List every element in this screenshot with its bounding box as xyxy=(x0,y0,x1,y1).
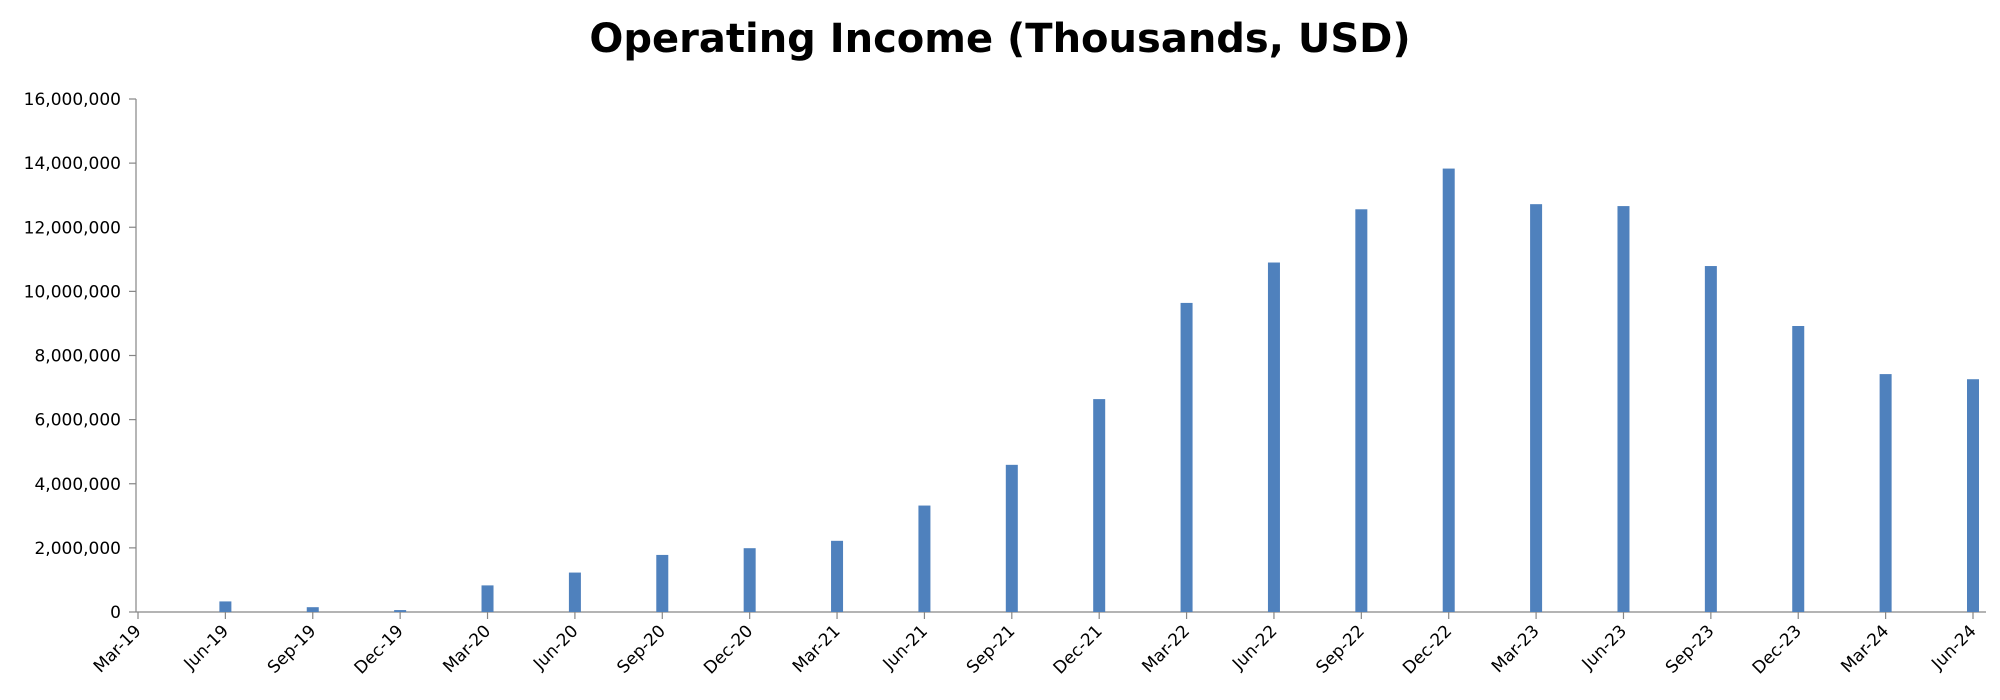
bar xyxy=(1267,262,1280,612)
chart-title: Operating Income (Thousands, USD) xyxy=(589,16,1410,62)
x-tick-label: Sep-23 xyxy=(1662,621,1718,677)
x-tick-label: Sep-22 xyxy=(1312,621,1368,677)
bar xyxy=(1180,302,1193,612)
bar xyxy=(743,548,756,612)
y-tick-label: 2,000,000 xyxy=(34,539,121,559)
bar xyxy=(1967,379,1979,612)
y-axis: 0 2,000,000 4,000,000 6,000,000 8,000,000 10,… xyxy=(24,90,137,623)
bar-series xyxy=(219,168,1979,613)
x-tick-label: Sep-20 xyxy=(613,621,669,677)
x-tick-label: Dec-20 xyxy=(700,621,757,678)
bar xyxy=(394,610,407,612)
x-tick-label: Sep-21 xyxy=(963,621,1019,677)
x-tick-label: Dec-19 xyxy=(351,621,408,678)
x-tick-label: Dec-22 xyxy=(1399,621,1456,678)
y-tick-label: 16,000,000 xyxy=(24,90,121,110)
bar xyxy=(306,607,319,612)
x-tick-label: Jun-21 xyxy=(879,621,932,674)
bar xyxy=(1704,266,1717,612)
x-tick-label: Mar-21 xyxy=(789,621,845,677)
bar xyxy=(568,572,581,612)
x-tick-label: Mar-19 xyxy=(90,621,146,677)
bar xyxy=(1355,209,1368,613)
bar xyxy=(656,554,669,612)
y-tick-label: 12,000,000 xyxy=(24,218,121,238)
y-tick-label: 6,000,000 xyxy=(34,411,121,431)
bar xyxy=(831,540,844,612)
y-tick-label: 10,000,000 xyxy=(24,282,121,302)
bar xyxy=(1530,204,1543,613)
y-tick-label: 0 xyxy=(110,603,121,623)
x-axis: Mar-19 Jun-19 Sep-19 Dec-19 Mar-20 Jun-20 Sep-… xyxy=(90,611,1986,678)
x-tick-label: Jun-23 xyxy=(1578,621,1631,674)
x-tick-label: Dec-21 xyxy=(1050,621,1107,678)
y-tick-label: 8,000,000 xyxy=(34,347,121,367)
bar xyxy=(1617,206,1630,612)
x-tick-label: Mar-23 xyxy=(1488,621,1544,677)
bar xyxy=(1879,374,1892,612)
bar xyxy=(1442,168,1455,612)
x-tick-label: Sep-19 xyxy=(264,621,320,677)
x-tick-label: Jun-19 xyxy=(180,621,233,674)
x-tick-label: Jun-22 xyxy=(1228,621,1281,674)
x-tick-label: Mar-22 xyxy=(1138,621,1194,677)
x-tick-label: Mar-20 xyxy=(439,621,495,677)
x-tick-label: Jun-24 xyxy=(1927,621,1980,674)
bar xyxy=(219,601,232,612)
x-tick-label: Dec-23 xyxy=(1749,621,1806,678)
x-tick-label: Jun-20 xyxy=(529,621,582,674)
y-tick-label: 14,000,000 xyxy=(24,154,121,174)
bar xyxy=(1093,399,1106,612)
y-tick-label: 4,000,000 xyxy=(34,475,121,495)
bar xyxy=(481,585,494,612)
bar xyxy=(1005,464,1018,612)
x-tick-label: Mar-24 xyxy=(1837,621,1893,677)
bar xyxy=(918,505,931,612)
bar xyxy=(1792,326,1805,612)
